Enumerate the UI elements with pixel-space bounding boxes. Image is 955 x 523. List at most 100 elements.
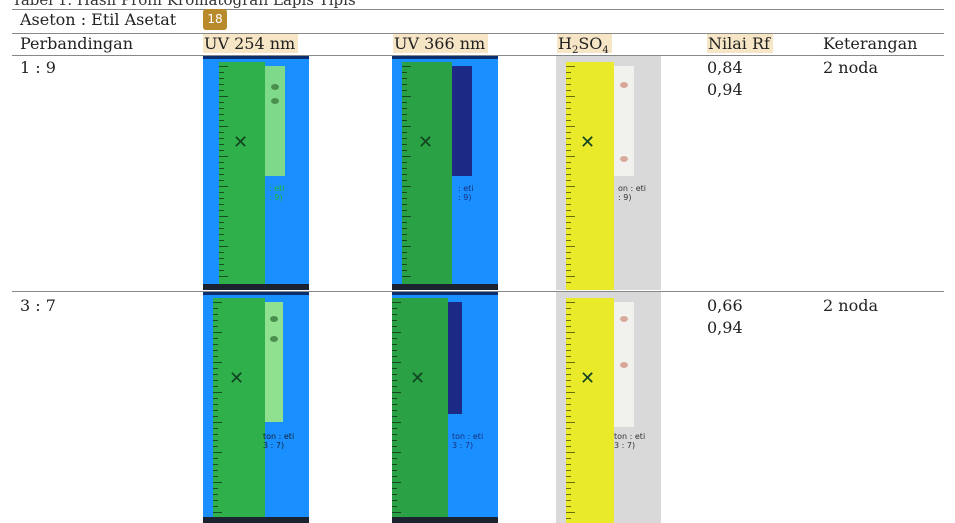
- ruler-tick: [392, 506, 397, 507]
- ruler-tick: [566, 488, 571, 489]
- ruler-tick: [402, 186, 411, 187]
- header-bottom-rule: [12, 55, 944, 56]
- ruler-tick: [402, 138, 407, 139]
- ruler-tick: [219, 222, 224, 223]
- ruler-tick: [219, 126, 228, 127]
- ruler-tick: [566, 518, 571, 519]
- ruler-tick: [219, 204, 224, 205]
- ruler-tick: [392, 470, 397, 471]
- ruler-tick: [402, 162, 407, 163]
- header-rule: [12, 33, 944, 34]
- ruler-tick: [566, 162, 571, 163]
- ruler-tick: [213, 302, 222, 303]
- ruler-tick: [566, 210, 571, 211]
- row1-h2so4-handwriting: on : eti : 9): [618, 184, 647, 202]
- row2-h2so4-photo: ✕ ton : eti 3 : 7): [556, 292, 661, 523]
- ruler-tick: [213, 332, 222, 333]
- row1-uv254-ruler: ✕: [219, 62, 265, 284]
- ruler-tick: [392, 326, 397, 327]
- ruler-tick: [402, 90, 407, 91]
- ruler-tick: [392, 452, 401, 453]
- ruler-tick: [392, 512, 401, 513]
- ruler-tick: [219, 150, 224, 151]
- row2-ratio: 3 : 7: [20, 296, 56, 315]
- ruler-tick: [392, 404, 397, 405]
- ruler-tick: [213, 506, 218, 507]
- ruler-tick: [402, 270, 407, 271]
- ruler-tick: [213, 392, 222, 393]
- ruler-tick: [392, 416, 397, 417]
- ruler-tick: [213, 308, 218, 309]
- ruler-tick: [219, 90, 224, 91]
- ruler-tick: [219, 228, 224, 229]
- ruler-tick: [219, 210, 224, 211]
- ruler-tick: [213, 434, 218, 435]
- row2-uv254-ruler: ✕: [213, 298, 265, 523]
- row2-rf-2: 0,94: [707, 318, 743, 337]
- ruler-tick: [566, 386, 571, 387]
- ruler-tick: [402, 84, 407, 85]
- ruler-tick: [566, 96, 575, 97]
- ruler-tick: [213, 404, 218, 405]
- ruler-tick: [392, 386, 397, 387]
- ruler-tick: [213, 374, 218, 375]
- ruler-tick: [392, 428, 397, 429]
- ruler-tick: [219, 174, 224, 175]
- ruler-tick: [566, 350, 571, 351]
- ruler-tick: [392, 374, 397, 375]
- ruler-tick: [566, 282, 571, 283]
- ruler-tick: [213, 452, 222, 453]
- ruler-tick: [402, 216, 411, 217]
- row1-rf-1: 0,84: [707, 58, 743, 77]
- ruler-tick: [402, 258, 407, 259]
- row2-uv366-photo: ✕ ton : eti 3 : 7): [392, 292, 498, 523]
- ruler-tick: [566, 338, 571, 339]
- ruler-tick: [566, 270, 571, 271]
- row2-uv366-ruler: ✕: [392, 298, 448, 523]
- ruler-tick: [566, 344, 571, 345]
- ruler-tick: [402, 276, 411, 277]
- ruler-tick: [402, 246, 411, 247]
- ruler-tick: [566, 216, 575, 217]
- ruler-tick: [566, 422, 575, 423]
- ruler-tick: [213, 422, 222, 423]
- row2-rf-1: 0,66: [707, 296, 743, 315]
- ruler-tick: [566, 368, 571, 369]
- ruler-tick: [213, 368, 218, 369]
- ruler-tick: [402, 222, 407, 223]
- ruler-tick: [566, 410, 571, 411]
- ruler-tick: [566, 320, 571, 321]
- ruler-tick: [213, 482, 222, 483]
- ruler-tick: [566, 120, 571, 121]
- ruler-tick: [402, 144, 407, 145]
- ruler-tick: [219, 66, 228, 67]
- row2-uv254-spot-2: [270, 336, 278, 342]
- ruler-tick: [392, 494, 397, 495]
- butterfly-logo-icon: ✕: [580, 132, 596, 153]
- ruler-tick: [566, 398, 571, 399]
- ruler-tick: [213, 488, 218, 489]
- ruler-tick: [219, 192, 224, 193]
- ruler-tick: [219, 246, 228, 247]
- ruler-tick: [566, 240, 571, 241]
- page-badge[interactable]: 18: [203, 9, 227, 30]
- ruler-tick: [566, 174, 571, 175]
- ruler-tick: [566, 204, 571, 205]
- row2-h2so4-handwriting: ton : eti 3 : 7): [614, 432, 646, 450]
- ruler-tick: [219, 144, 224, 145]
- row1-uv366-ruler: ✕: [402, 62, 452, 284]
- ruler-tick: [402, 198, 407, 199]
- ruler-tick: [566, 192, 571, 193]
- header-note: Keterangan: [823, 34, 918, 53]
- ruler-tick: [402, 126, 411, 127]
- ruler-tick: [566, 392, 575, 393]
- row2-uv254-spot-1: [270, 316, 278, 322]
- ruler-tick: [219, 84, 224, 85]
- ruler-tick: [213, 512, 222, 513]
- ruler-tick: [566, 168, 571, 169]
- row2-h2so4-ruler: ✕: [566, 298, 614, 523]
- ruler-tick: [219, 276, 228, 277]
- ruler-tick: [392, 422, 401, 423]
- ruler-tick: [392, 488, 397, 489]
- ruler-tick: [213, 458, 218, 459]
